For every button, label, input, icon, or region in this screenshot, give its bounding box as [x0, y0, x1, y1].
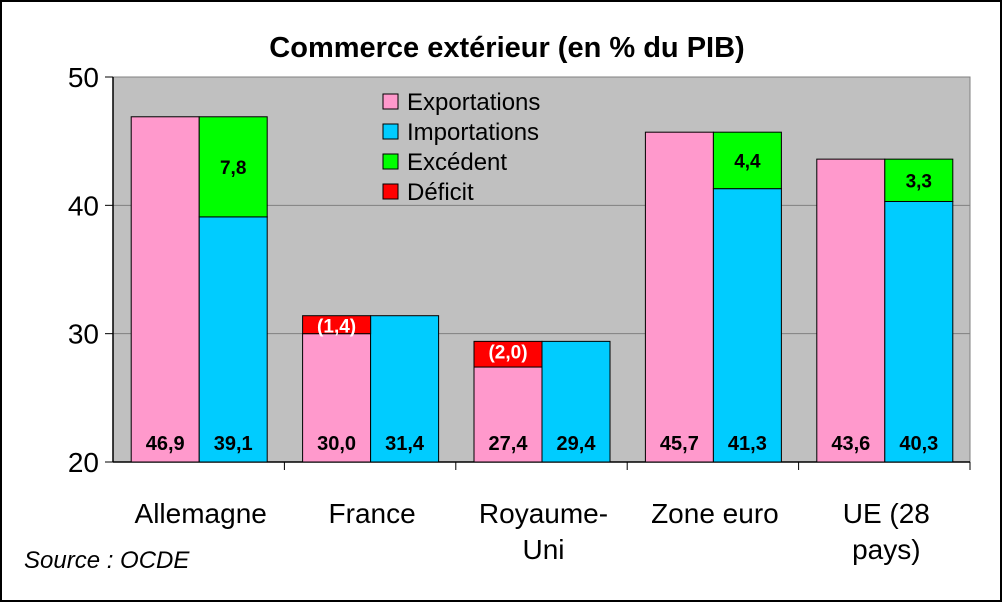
x-category-label: Uni [522, 534, 564, 565]
legend-swatch [382, 183, 399, 200]
exportations-data-label: 46,9 [146, 433, 185, 455]
bar-excedent [884, 158, 954, 202]
y-tick-label: 20 [68, 447, 99, 478]
exportations-data-label: 43,6 [831, 433, 870, 455]
legend-label: Importations [407, 119, 539, 146]
exportations-data-label: 27,4 [489, 433, 529, 455]
source-note: Source : OCDE [24, 547, 190, 574]
legend-swatch [382, 153, 399, 170]
importations-data-label: 29,4 [557, 433, 597, 455]
bar-importations [541, 340, 611, 463]
legend-label: Exportations [407, 89, 540, 116]
legend-swatch [382, 123, 399, 140]
importations-data-label: 39,1 [214, 433, 253, 455]
balance-data-label: 3,3 [906, 171, 932, 192]
bar-exportations [130, 116, 200, 463]
bar-exportations [816, 158, 886, 463]
bar-deficit [302, 315, 372, 335]
bar-deficit [473, 340, 543, 368]
bar-importations [884, 200, 954, 463]
y-tick-label: 30 [68, 319, 99, 350]
balance-data-label: 4,4 [734, 151, 761, 172]
bar-importations [370, 315, 440, 463]
bar-importations [712, 188, 782, 463]
chart-title: Commerce extérieur (en % du PIB) [269, 32, 744, 64]
x-category-label: France [329, 498, 416, 529]
exportations-data-label: 45,7 [660, 433, 699, 455]
balance-data-label: 7,8 [220, 158, 246, 179]
importations-data-label: 41,3 [728, 433, 767, 455]
x-category-label: Zone euro [651, 498, 779, 529]
bar-importations [198, 216, 268, 463]
importations-data-label: 31,4 [385, 433, 425, 455]
x-category-label: Allemagne [135, 498, 267, 529]
bar-excedent [198, 116, 268, 218]
legend-swatch [382, 93, 399, 110]
y-tick-label: 50 [68, 62, 99, 93]
bar-exportations [302, 333, 372, 463]
x-category-label: UE (28 [843, 498, 930, 529]
x-category-label: Royaume- [479, 498, 608, 529]
bar-exportations [644, 131, 714, 463]
exportations-data-label: 30,0 [317, 433, 356, 455]
balance-data-label: (2,0) [488, 342, 527, 363]
legend-label: Déficit [407, 179, 474, 206]
balance-data-label: (1,4) [317, 317, 356, 338]
bar-exportations [473, 366, 543, 463]
importations-data-label: 40,3 [899, 433, 938, 455]
bar-excedent [712, 131, 782, 190]
x-category-label: pays) [852, 534, 920, 565]
y-tick-label: 40 [68, 190, 99, 221]
legend-label: Excédent [407, 149, 507, 176]
